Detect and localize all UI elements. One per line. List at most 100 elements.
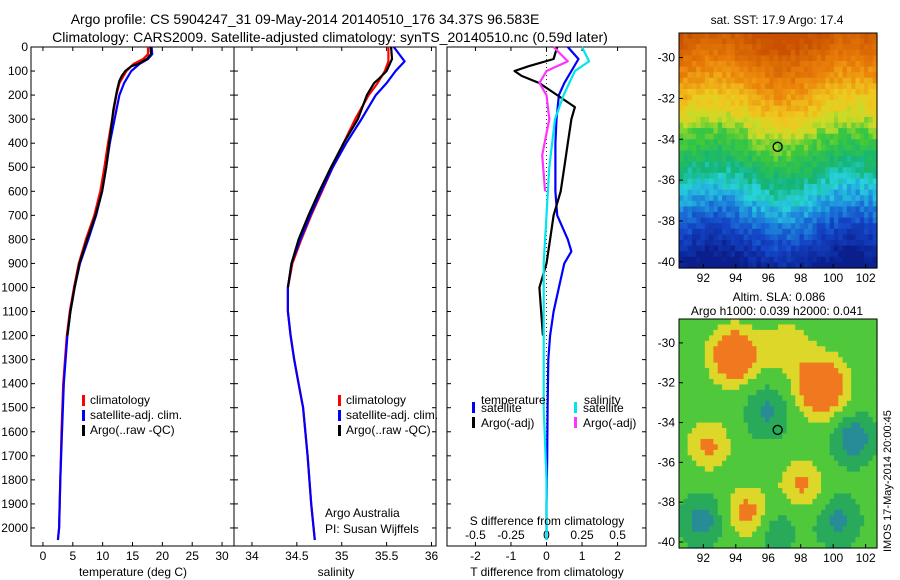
sst-map-cell	[833, 245, 839, 252]
sst-map-cell	[859, 72, 865, 79]
sst-map-cell	[769, 245, 775, 252]
sst-map-cell	[730, 251, 736, 258]
sla-map-cell	[756, 455, 762, 462]
sla-map-cell	[782, 498, 788, 505]
sst-map-cell	[851, 72, 857, 79]
sla-map-cell	[812, 422, 818, 429]
sla-map-cell	[773, 411, 779, 418]
sst-map-cell	[756, 55, 762, 62]
sst-map-cell	[825, 178, 831, 185]
sst-map-cell	[760, 178, 766, 185]
sst-map-cell	[829, 206, 835, 213]
sla-map-cell	[730, 537, 736, 544]
sla-map-cell	[760, 455, 766, 462]
sst-map-cell	[769, 217, 775, 224]
sla-map-cell	[773, 373, 779, 380]
sla-map-cell	[769, 515, 775, 522]
sla-map-cell	[790, 460, 796, 467]
sla-map-cell	[851, 340, 857, 347]
sla-map-cell	[683, 335, 689, 342]
sla-map-cell	[713, 346, 719, 353]
sst-map-cell	[704, 223, 710, 230]
sla-map-cell	[799, 378, 805, 386]
sla-map-cell	[859, 433, 865, 440]
sla-map-cell	[851, 324, 857, 331]
sla-map-cell	[683, 346, 689, 353]
sla-map-cell	[687, 444, 693, 451]
sla-map-xtick-label: 94	[729, 551, 743, 565]
sst-map-cell	[846, 223, 852, 230]
sst-map-cell	[704, 133, 710, 140]
sst-map-cell	[709, 178, 715, 185]
sla-map-cell	[726, 504, 732, 511]
sla-map-cell	[786, 433, 792, 440]
sla-map-cell	[803, 498, 809, 505]
sst-map-cell	[778, 156, 783, 163]
sst-map-cell	[760, 111, 766, 118]
sla-map-cell	[842, 444, 848, 451]
sla-map-cell	[717, 411, 723, 418]
sst-map-cell	[756, 33, 762, 40]
sst-map-cell	[872, 100, 878, 107]
sst-map-cell	[769, 77, 775, 84]
sla-map-cell	[842, 515, 848, 522]
sla-map-cell	[825, 444, 831, 451]
sst-map-cell	[687, 60, 693, 68]
sst-map-cell	[790, 49, 796, 56]
sla-map-cell	[769, 433, 775, 440]
sst-map-cell	[704, 49, 710, 56]
sla-map-cell	[769, 319, 775, 326]
sla-map-cell	[846, 346, 852, 353]
sla-map-cell	[868, 537, 874, 544]
sst-map-cell	[726, 251, 732, 258]
sst-map-cell	[722, 33, 727, 40]
sla-map-cell	[734, 537, 740, 544]
sst-map-cell	[704, 139, 710, 146]
sst-map-cell	[726, 111, 732, 118]
sla-map-cell	[696, 444, 702, 451]
sst-map-cell	[769, 72, 775, 79]
sla-map-cell	[829, 520, 835, 527]
sst-map-cell	[833, 251, 839, 258]
sla-map-cell	[683, 433, 689, 440]
sst-map-cell	[859, 139, 865, 146]
sst-map-cell	[778, 122, 783, 129]
sla-map-cell	[868, 422, 874, 429]
sst-map-cell	[700, 100, 706, 107]
sst-map-cell	[846, 178, 852, 185]
sla-map-cell	[838, 340, 844, 347]
sla-map-cell	[687, 373, 693, 380]
sst-map-cell	[816, 133, 822, 140]
sla-map-cell	[821, 471, 826, 478]
sst-map-cell	[812, 156, 818, 163]
sst-map-cell	[851, 150, 857, 157]
sst-map-cell	[842, 38, 848, 45]
sla-map-cell	[825, 389, 831, 396]
sst-map-cell	[821, 161, 826, 168]
sla-map-cell	[812, 335, 818, 342]
sla-map-cell	[821, 411, 826, 418]
sst-map-cell	[799, 49, 805, 56]
sla-map-cell	[722, 373, 727, 380]
sla-map-cell	[726, 389, 732, 396]
sla-map-cell	[709, 460, 715, 467]
sla-map-cell	[765, 406, 770, 413]
sst-map-cell	[833, 49, 839, 56]
sla-map-cell	[739, 357, 745, 364]
sla-map-cell	[700, 346, 706, 353]
sla-map-cell	[752, 406, 758, 413]
sla-map-cell	[825, 504, 831, 511]
sla-map-cell	[765, 362, 770, 369]
sst-map-cell	[700, 60, 706, 68]
sla-map-cell	[713, 428, 719, 435]
sla-map-cell	[696, 471, 702, 478]
sst-map-cell	[765, 111, 770, 118]
sst-map-cell	[816, 49, 822, 56]
sla-map-cell	[868, 384, 874, 391]
sst-map-cell	[816, 66, 822, 73]
sla-map-cell	[872, 509, 878, 516]
sla-map-cell	[717, 449, 723, 456]
sla-map-cell	[846, 389, 852, 396]
sla-map-cell	[825, 411, 831, 418]
sla-map-cell	[799, 357, 805, 364]
